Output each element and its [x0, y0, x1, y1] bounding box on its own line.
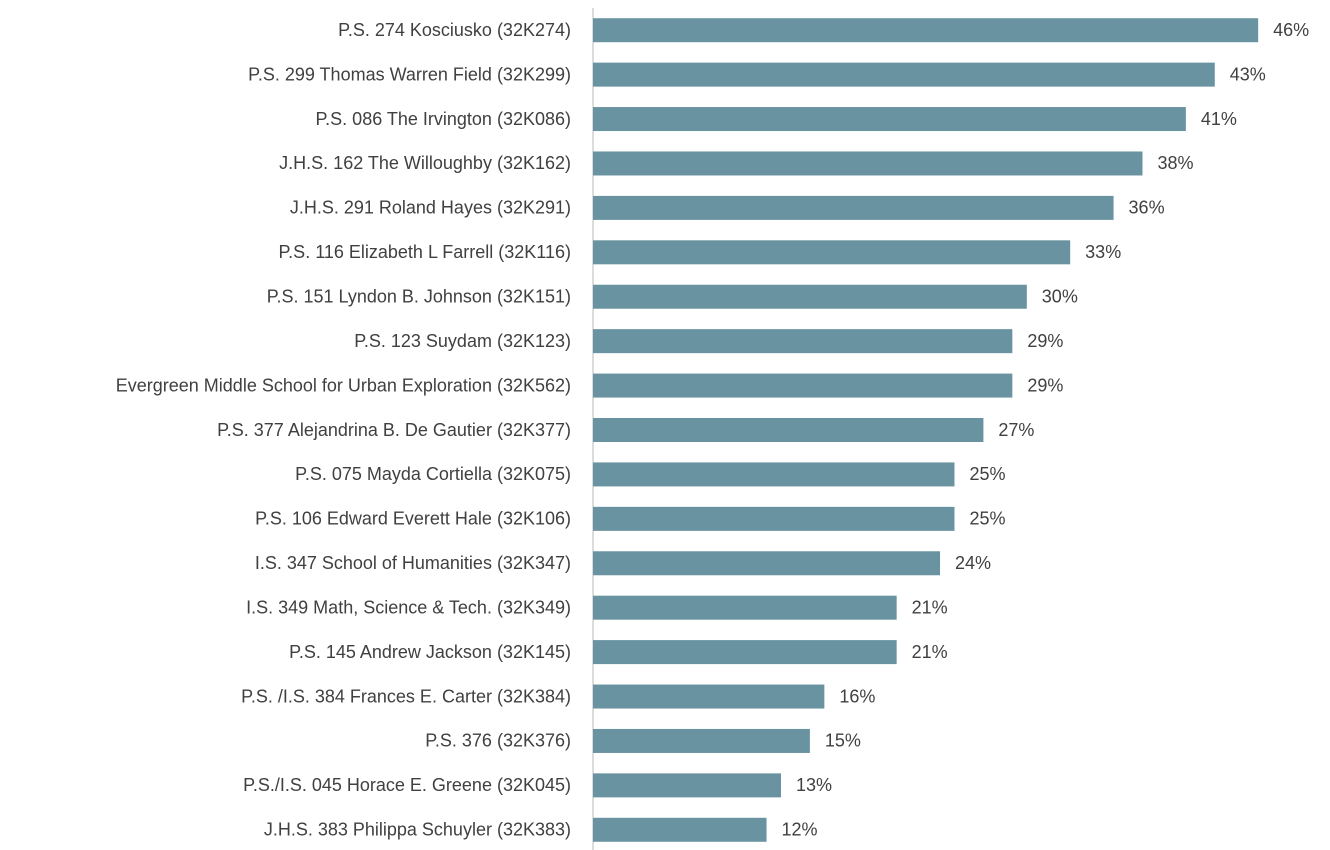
category-label: P.S. 075 Mayda Cortiella (32K075): [295, 464, 571, 484]
bar: [593, 329, 1013, 354]
value-label: 15%: [825, 731, 861, 751]
value-label: 25%: [970, 509, 1006, 529]
bar: [593, 107, 1186, 132]
bar: [593, 373, 1013, 398]
category-label: P.S. /I.S. 384 Frances E. Carter (32K384…: [241, 686, 571, 706]
bar: [593, 195, 1114, 220]
value-label: 16%: [839, 686, 875, 706]
category-label: P.S. 377 Alejandrina B. De Gautier (32K3…: [217, 420, 571, 440]
bar: [593, 773, 781, 798]
value-label: 24%: [955, 553, 991, 573]
value-label: 29%: [1027, 375, 1063, 395]
category-label: I.S. 347 School of Humanities (32K347): [255, 553, 571, 573]
value-label: 38%: [1157, 153, 1193, 173]
bar: [593, 151, 1143, 176]
bar: [593, 817, 767, 842]
value-label: 25%: [970, 464, 1006, 484]
category-label: J.H.S. 162 The Willoughby (32K162): [279, 153, 571, 173]
category-label: P.S. 145 Andrew Jackson (32K145): [289, 642, 571, 662]
category-label: P.S. 123 Suydam (32K123): [354, 331, 571, 351]
category-label: I.S. 349 Math, Science & Tech. (32K349): [246, 597, 571, 617]
category-label: P.S./I.S. 045 Horace E. Greene (32K045): [243, 775, 571, 795]
value-label: 12%: [782, 820, 818, 840]
category-label: J.H.S. 291 Roland Hayes (32K291): [290, 198, 571, 218]
category-label: P.S. 151 Lyndon B. Johnson (32K151): [267, 286, 571, 306]
bar: [593, 240, 1071, 265]
bar: [593, 418, 984, 442]
bar: [593, 62, 1215, 87]
value-label: 33%: [1085, 242, 1121, 262]
category-label: P.S. 086 The Irvington (32K086): [315, 109, 571, 129]
value-label: 21%: [912, 642, 948, 662]
bar: [593, 284, 1027, 309]
value-label: 21%: [912, 597, 948, 617]
category-label: Evergreen Middle School for Urban Explor…: [116, 375, 571, 395]
category-label: P.S. 299 Thomas Warren Field (32K299): [248, 64, 571, 84]
bar: [593, 18, 1259, 43]
bar: [593, 506, 955, 531]
category-label: P.S. 376 (32K376): [425, 731, 571, 751]
value-label: 41%: [1201, 109, 1237, 129]
value-label: 43%: [1230, 64, 1266, 84]
bar: [593, 595, 897, 620]
value-label: 30%: [1042, 286, 1078, 306]
bar: [593, 462, 955, 487]
value-label: 13%: [796, 775, 832, 795]
bar: [593, 551, 941, 576]
value-label: 36%: [1129, 198, 1165, 218]
category-label: J.H.S. 383 Philippa Schuyler (32K383): [264, 820, 571, 840]
value-label: 46%: [1273, 20, 1309, 40]
bar: [593, 640, 897, 665]
bar: [593, 684, 825, 709]
value-label: 27%: [998, 420, 1034, 440]
bar: [593, 728, 810, 753]
category-label: P.S. 116 Elizabeth L Farrell (32K116): [279, 242, 572, 262]
category-label: P.S. 106 Edward Everett Hale (32K106): [255, 509, 571, 529]
value-label: 29%: [1027, 331, 1063, 351]
category-label: P.S. 274 Kosciusko (32K274): [338, 20, 571, 40]
